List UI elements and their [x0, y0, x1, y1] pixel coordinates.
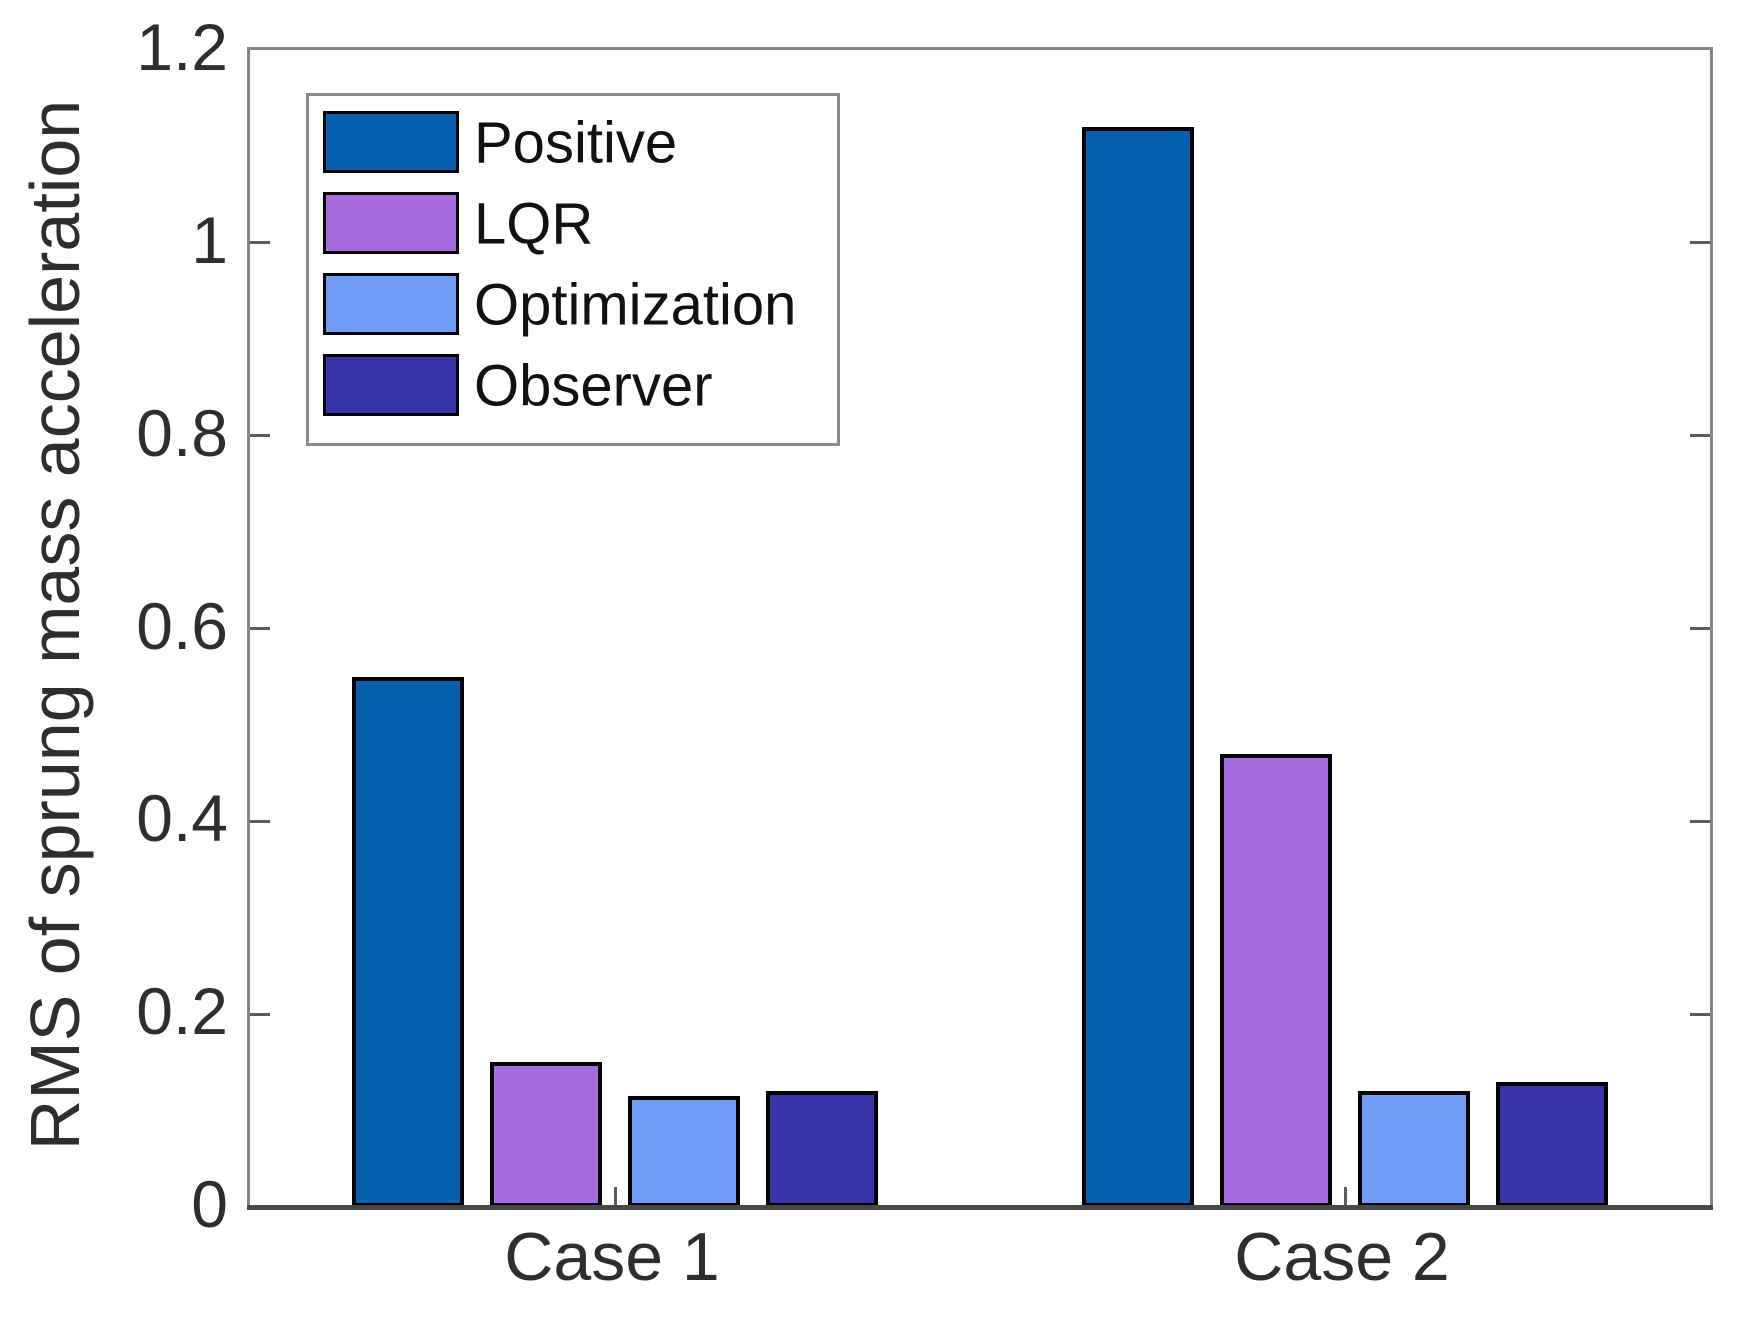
y-tick-label-0.4: 0.4	[136, 781, 228, 856]
x-axis-line	[247, 1205, 1713, 1210]
y-tick-mark-right-0.4	[1690, 819, 1710, 823]
y-tick-label-1: 1	[191, 202, 228, 277]
plot-area: Positive LQR Optimization Observer	[247, 47, 1713, 1210]
bar-case-2-observer	[1496, 1081, 1608, 1207]
bar-case-2-optimization	[1358, 1091, 1470, 1207]
y-tick-mark-right-0.6	[1690, 627, 1710, 630]
y-tick-label-0.8: 0.8	[136, 395, 228, 470]
y-tick-mark-left-0.4	[250, 819, 270, 823]
bar-case-1-observer	[766, 1091, 878, 1207]
legend-swatch-observer	[323, 354, 459, 416]
y-tick-label-0.6: 0.6	[136, 588, 228, 663]
y-tick-mark-right-0.2	[1690, 1012, 1710, 1016]
y-tick-mark-right-0.8	[1690, 434, 1710, 438]
legend-item-lqr: LQR	[309, 191, 837, 257]
y-tick-mark-left-1	[250, 241, 270, 245]
legend-item-positive: Positive	[309, 110, 837, 176]
legend-swatch-positive	[323, 111, 459, 173]
x-tick-mark-case-1	[613, 1187, 617, 1207]
y-tick-mark-left-0.2	[250, 1012, 270, 1016]
legend-label-observer: Observer	[474, 353, 713, 419]
y-axis-tick-labels: 0 0.2 0.4 0.6 0.8 1 1.2	[0, 0, 230, 1320]
y-tick-mark-right-1	[1690, 241, 1710, 245]
legend-label-optimization: Optimization	[474, 272, 797, 338]
legend-label-positive: Positive	[474, 110, 678, 176]
x-tick-mark-case-2	[1343, 1187, 1347, 1207]
bar-case-2-lqr	[1220, 753, 1332, 1207]
legend-label-lqr: LQR	[474, 191, 594, 257]
y-tick-mark-left-0.8	[250, 434, 270, 438]
y-tick-mark-left-0.6	[250, 627, 270, 630]
legend: Positive LQR Optimization Observer	[306, 93, 840, 446]
bar-case-1-positive	[352, 676, 464, 1207]
x-axis-label-case-2: Case 2	[1234, 1219, 1450, 1295]
legend-item-optimization: Optimization	[309, 272, 837, 338]
legend-swatch-lqr	[323, 192, 459, 254]
x-axis-label-case-1: Case 1	[504, 1219, 720, 1295]
y-tick-label-0.2: 0.2	[136, 974, 228, 1049]
y-tick-label-0: 0	[191, 1167, 228, 1241]
bar-case-1-optimization	[628, 1096, 740, 1207]
y-tick-label-1.2: 1.2	[136, 10, 228, 84]
legend-swatch-optimization	[323, 273, 459, 335]
bar-case-1-lqr	[490, 1062, 602, 1207]
legend-item-observer: Observer	[309, 353, 837, 419]
bar-case-2-positive	[1082, 127, 1194, 1207]
